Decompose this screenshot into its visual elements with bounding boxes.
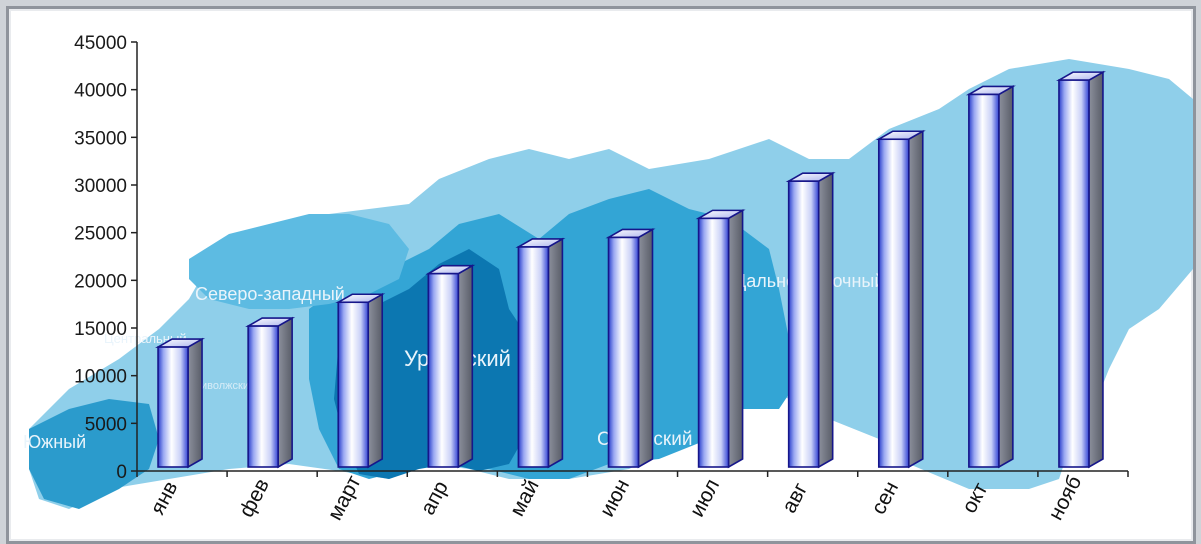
bar-front bbox=[337, 301, 370, 468]
x-category-label: июл bbox=[685, 475, 724, 520]
bar-front bbox=[247, 325, 279, 468]
x-category-label: сен bbox=[867, 478, 903, 519]
bar-chart: Северо-западный Центральный Приволжский … bbox=[23, 33, 1193, 524]
y-tick-label: 35000 bbox=[74, 128, 127, 149]
bar bbox=[335, 292, 386, 469]
bar-front bbox=[427, 272, 460, 468]
chart-frame: Северо-западный Центральный Приволжский … bbox=[6, 6, 1196, 544]
x-category-label: фев bbox=[235, 475, 274, 521]
bar-side bbox=[637, 228, 654, 469]
bar-side bbox=[277, 316, 293, 469]
bar bbox=[1055, 70, 1106, 469]
bar-front bbox=[787, 180, 820, 468]
bar-side bbox=[547, 237, 564, 469]
y-axis-ticks: 0 5000 10000 15000 20000 25000 30000 35000 40000… bbox=[74, 33, 137, 483]
map-region-south bbox=[29, 399, 159, 509]
y-tick-label: 10000 bbox=[74, 367, 127, 388]
x-axis-labels: янв фев март апр май июн июл авг сен окт нояб bbox=[146, 471, 1086, 524]
x-category-label: март bbox=[323, 471, 366, 524]
bar-front bbox=[968, 93, 1000, 468]
bar-front bbox=[877, 138, 910, 468]
y-tick-label: 5000 bbox=[85, 414, 127, 435]
bar-side bbox=[367, 292, 384, 469]
bar-front bbox=[697, 217, 730, 468]
bar bbox=[155, 337, 206, 469]
bars-group bbox=[155, 70, 1106, 469]
x-category-label: янв bbox=[146, 477, 182, 518]
bar bbox=[875, 129, 926, 469]
x-category-label: апр bbox=[416, 477, 453, 518]
bar-side bbox=[998, 85, 1014, 469]
bar-front bbox=[607, 236, 640, 468]
bar bbox=[785, 171, 836, 469]
x-category-label: июн bbox=[595, 475, 634, 520]
x-category-label: авг bbox=[778, 479, 813, 517]
bar-side bbox=[907, 129, 924, 469]
bar-front bbox=[1058, 79, 1090, 468]
bar-front bbox=[517, 246, 550, 468]
bar-side bbox=[1088, 70, 1104, 469]
y-tick-label: 20000 bbox=[74, 271, 127, 292]
x-axis-ticks bbox=[136, 471, 1129, 477]
region-label-south: Южный bbox=[23, 432, 86, 452]
bar bbox=[515, 237, 566, 469]
region-label-volga: Приволжский bbox=[187, 380, 255, 392]
bar bbox=[245, 316, 296, 469]
y-tick-label: 45000 bbox=[74, 33, 127, 54]
bar-side bbox=[727, 208, 744, 469]
y-tick-label: 40000 bbox=[74, 81, 127, 102]
bar-front bbox=[157, 346, 189, 468]
bar-side bbox=[457, 264, 474, 469]
bar bbox=[965, 85, 1016, 469]
y-tick-label: 15000 bbox=[74, 319, 127, 340]
region-label-northwest: Северо-западный bbox=[195, 284, 345, 304]
map-region-northwest bbox=[189, 214, 409, 309]
bar bbox=[695, 208, 746, 469]
y-tick-label: 0 bbox=[116, 462, 127, 483]
y-tick-label: 25000 bbox=[74, 224, 127, 245]
bar bbox=[605, 228, 656, 469]
y-tick-label: 30000 bbox=[74, 176, 127, 197]
bar-side bbox=[187, 337, 203, 469]
x-category-label: май bbox=[506, 476, 544, 520]
bar-side bbox=[817, 171, 834, 469]
bar bbox=[425, 264, 476, 469]
